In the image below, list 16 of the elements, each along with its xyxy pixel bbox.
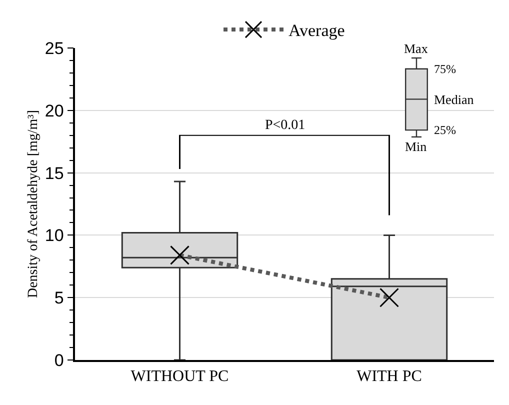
legend-label: Average	[288, 21, 345, 40]
annotation: 25%	[434, 123, 456, 137]
annotation: Min	[405, 139, 428, 154]
y-axis-title: Density of Acetaldehyde [mg/m³]	[26, 110, 42, 298]
annotation: 75%	[434, 62, 456, 76]
annotation: Median	[434, 92, 474, 107]
y-tick-label: 20	[44, 101, 64, 120]
x-tick-label: WITH PC	[356, 368, 422, 385]
y-tick-label: 5	[54, 288, 64, 308]
annotation: Max	[404, 41, 428, 56]
x-tick-label: WITHOUT PC	[130, 368, 229, 385]
y-tick-label: 0	[54, 350, 64, 370]
annotation: P<0.01	[265, 118, 306, 133]
y-tick-label: 10	[44, 226, 64, 246]
y-tick-label: 15	[44, 164, 64, 183]
y-tick-label: 25	[44, 38, 64, 58]
